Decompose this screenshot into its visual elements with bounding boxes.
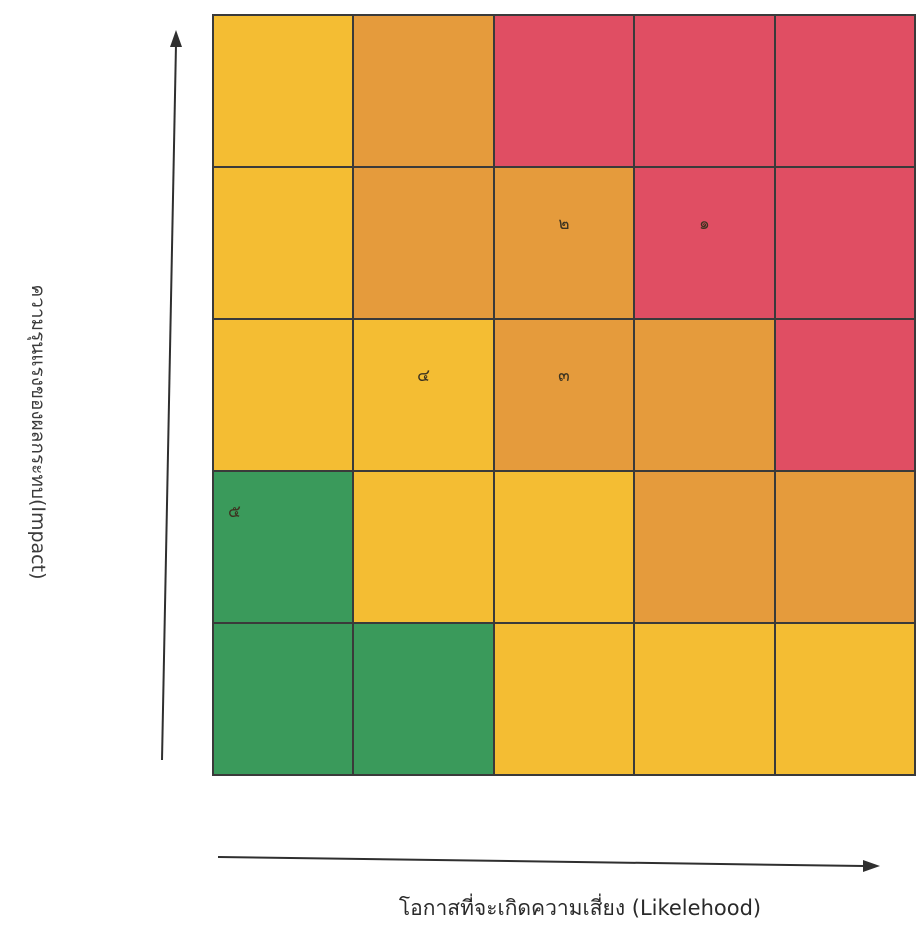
impact-axis-line bbox=[161, 43, 177, 761]
matrix-cell bbox=[354, 624, 495, 776]
matrix-cell bbox=[635, 472, 776, 624]
matrix-cell bbox=[635, 16, 776, 168]
matrix-cell bbox=[494, 472, 636, 624]
impact-axis-title-text: ความรุนแรงของผลกระทบ(Impact) bbox=[27, 284, 49, 580]
likelihood-axis-title: โอกาสที่จะเกิดความเสี่ยง (Likelehood) bbox=[398, 896, 762, 920]
matrix-cell: ๑ bbox=[635, 168, 776, 320]
risk-item-label: ๑ bbox=[698, 214, 710, 234]
risk-item-label: ๕ bbox=[228, 502, 241, 522]
impact-axis-arrowhead bbox=[170, 30, 182, 47]
matrix-cell bbox=[775, 168, 916, 320]
likelihood-axis-line bbox=[217, 856, 865, 867]
risk-item-label: ๒ bbox=[558, 214, 570, 234]
matrix-cell bbox=[214, 16, 355, 168]
matrix-cell bbox=[635, 624, 776, 776]
matrix-cell: ๓ bbox=[494, 320, 636, 472]
likelihood-axis-arrowhead bbox=[863, 860, 880, 872]
impact-axis bbox=[161, 30, 182, 761]
matrix-cell bbox=[354, 16, 495, 168]
matrix-cell bbox=[354, 472, 495, 624]
matrix-cell: ๕ bbox=[214, 472, 355, 624]
matrix-cell bbox=[775, 320, 916, 472]
matrix-cell bbox=[494, 16, 636, 168]
likelihood-axis bbox=[217, 856, 880, 872]
matrix-cell bbox=[775, 472, 916, 624]
matrix-cell bbox=[214, 624, 355, 776]
matrix-cell: ๔ bbox=[354, 320, 495, 472]
matrix-cell bbox=[214, 168, 355, 320]
matrix-cell bbox=[775, 16, 916, 168]
matrix-cell: ๒ bbox=[494, 168, 636, 320]
risk-item-label: ๔ bbox=[417, 366, 431, 386]
matrix-cell bbox=[214, 320, 355, 472]
risk-item-label: ๓ bbox=[558, 366, 570, 386]
matrix-cell bbox=[354, 168, 495, 320]
risk-matrix: ๒ ๑๔ ๓๕ bbox=[212, 14, 916, 776]
matrix-cell bbox=[775, 624, 916, 776]
matrix-cell bbox=[635, 320, 776, 472]
matrix-cell bbox=[494, 624, 636, 776]
